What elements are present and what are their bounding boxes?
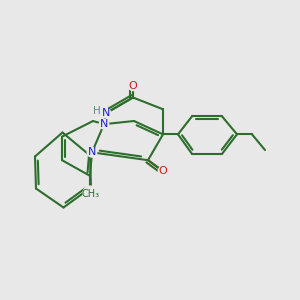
Text: CH₃: CH₃: [82, 189, 100, 199]
Text: O: O: [129, 81, 137, 91]
Text: O: O: [159, 166, 167, 176]
Circle shape: [87, 148, 97, 157]
Text: N: N: [100, 119, 108, 129]
Circle shape: [101, 108, 111, 118]
Text: H: H: [93, 106, 101, 116]
Circle shape: [158, 167, 168, 176]
Circle shape: [128, 81, 138, 91]
Circle shape: [83, 186, 97, 200]
Text: N: N: [88, 147, 96, 157]
Text: N: N: [102, 108, 110, 118]
Circle shape: [94, 108, 100, 115]
Circle shape: [99, 119, 109, 129]
